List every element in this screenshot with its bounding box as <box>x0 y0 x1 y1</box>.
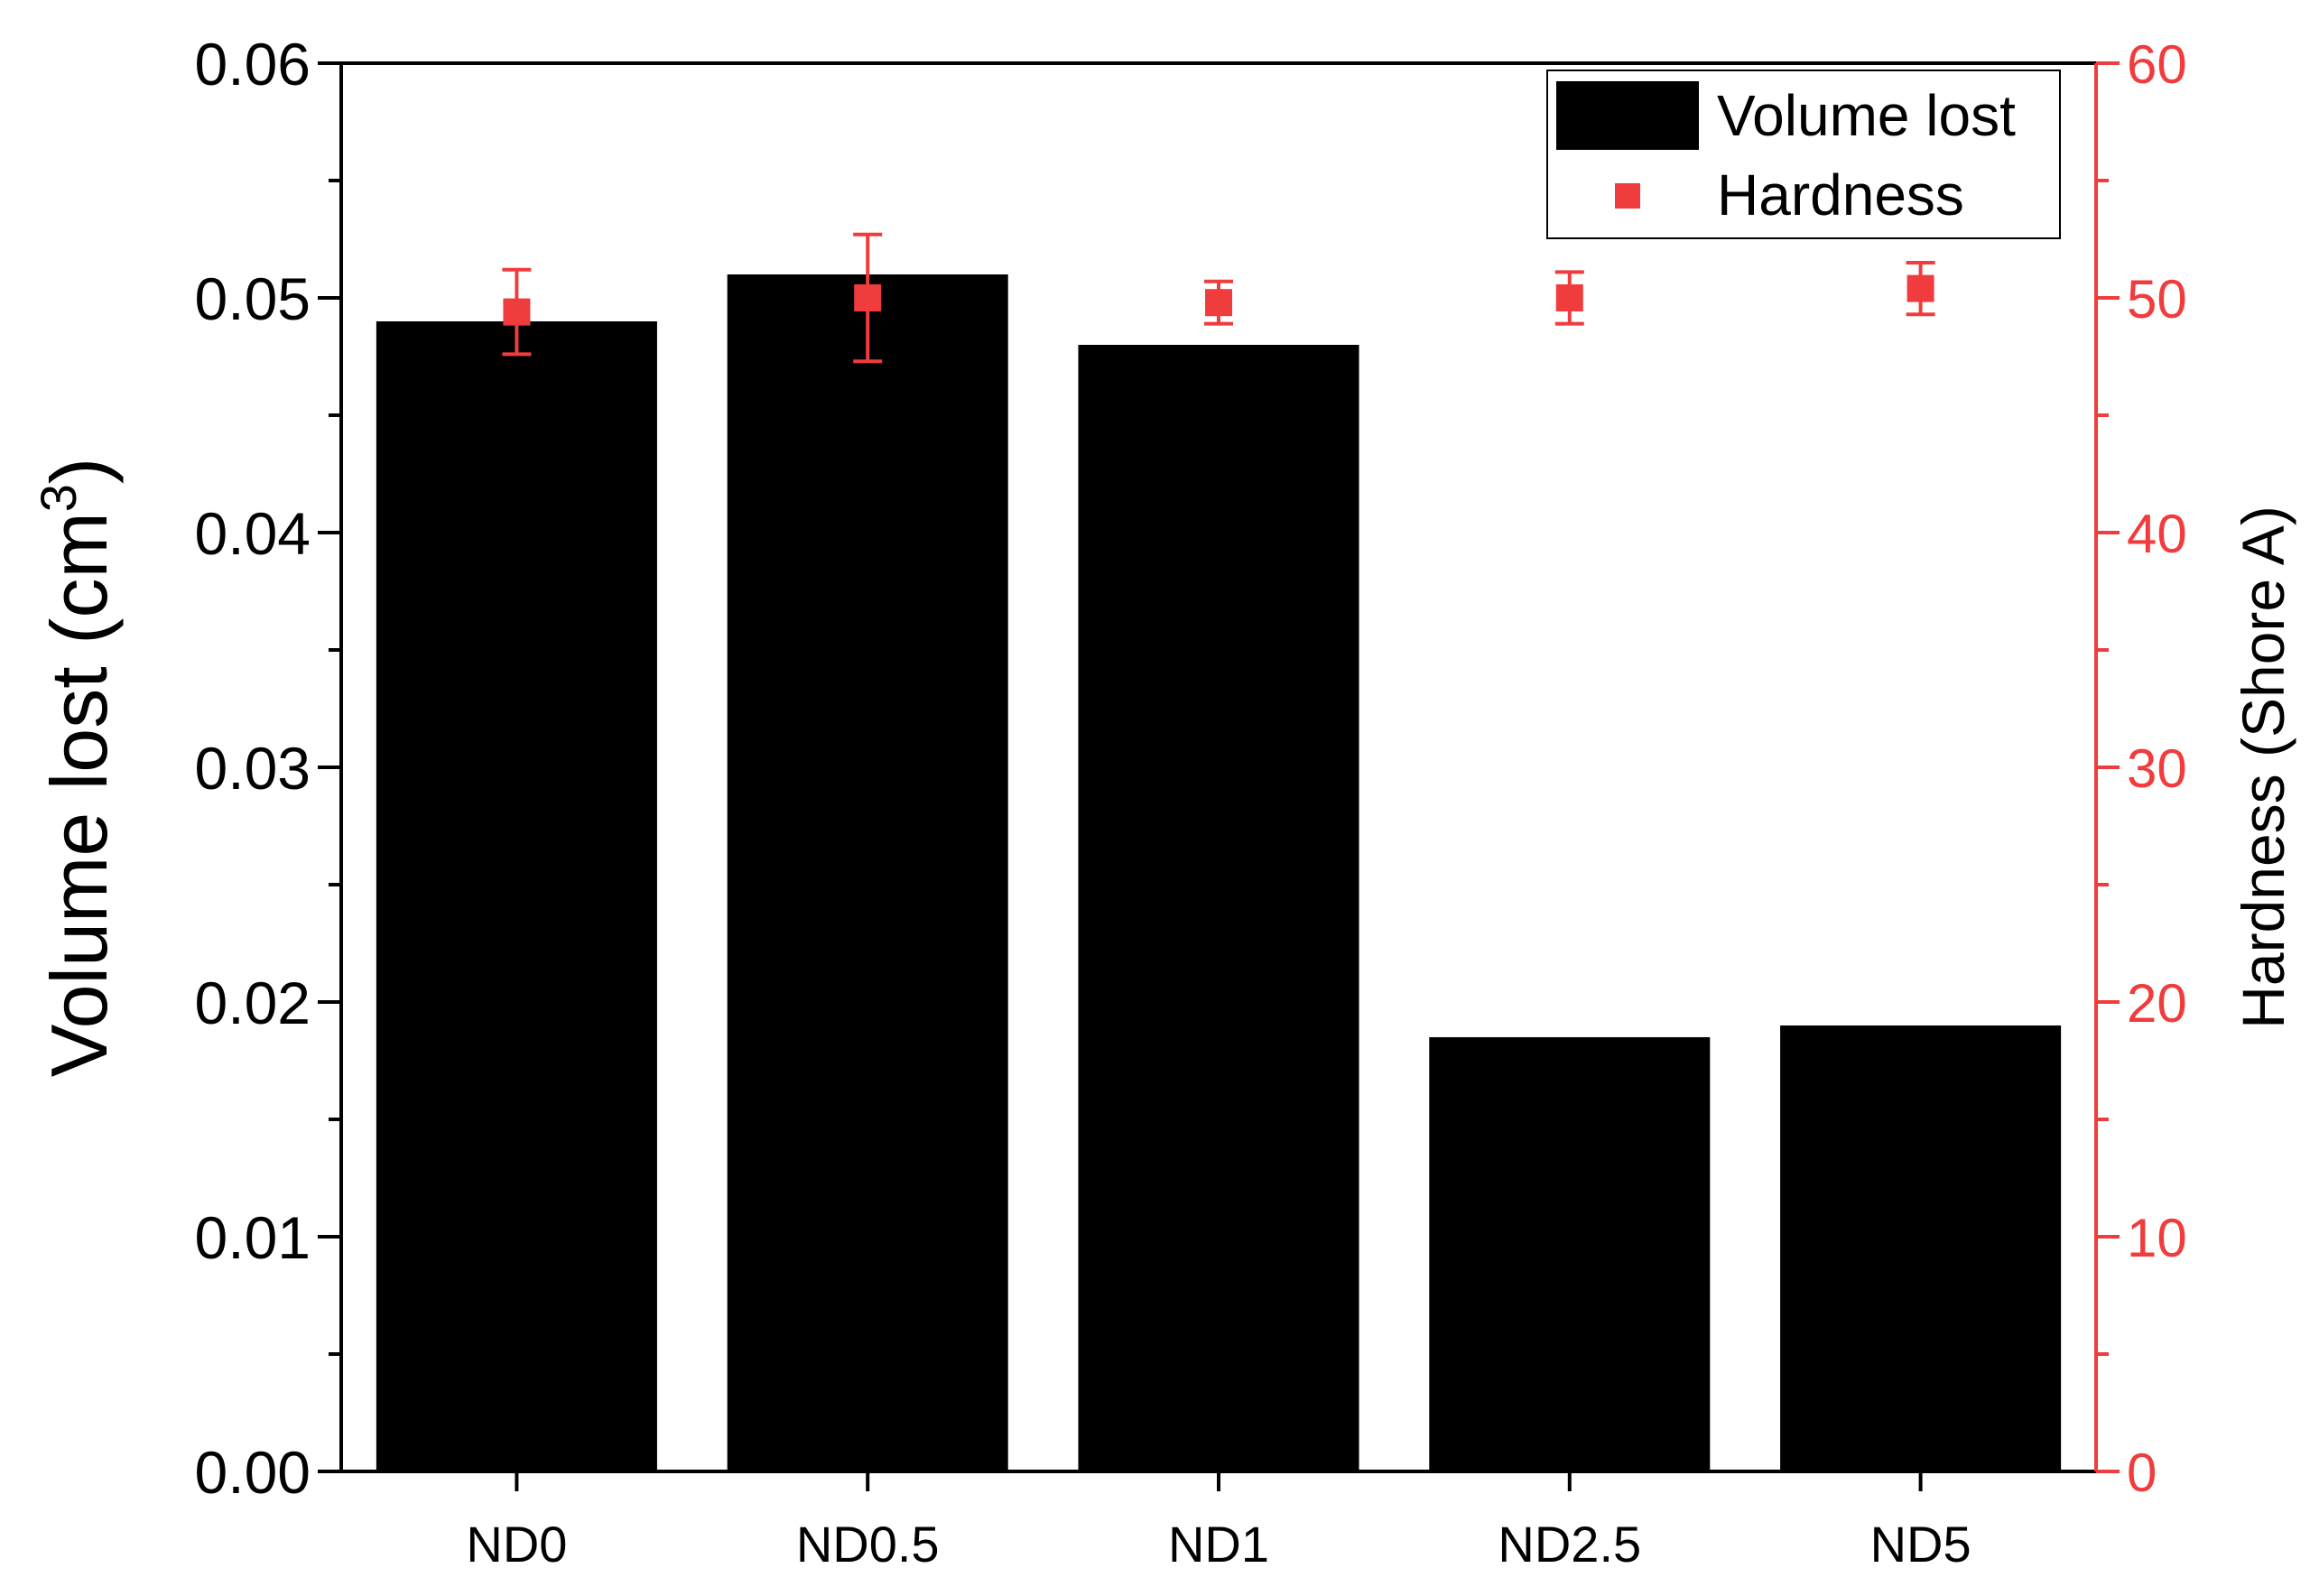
y-tick-label: 0.06 <box>195 31 311 97</box>
y2-tick-label: 10 <box>2127 1208 2187 1268</box>
bars-layer <box>376 274 2062 1471</box>
y2-tick-label: 40 <box>2127 504 2187 564</box>
legend-swatch-hardness <box>1615 183 1640 209</box>
legend-label-volume-lost: Volume lost <box>1717 83 2016 148</box>
bar-nd5 <box>1780 1025 2062 1471</box>
legend-swatch-volume-lost <box>1556 81 1699 150</box>
x-tick-label: ND2.5 <box>1498 1516 1641 1573</box>
labels-layer: Volume lost (cm3) Hardness (Shore A) <box>30 458 2296 1077</box>
y-axis-title-superscript: 3 <box>30 484 87 512</box>
y-tick-label: 0.02 <box>195 970 311 1036</box>
y-tick-label: 0.00 <box>195 1439 311 1506</box>
hardness-point-nd0-5 <box>854 284 882 311</box>
y2-tick-label: 20 <box>2127 973 2187 1034</box>
legend-label-hardness: Hardness <box>1717 162 1964 227</box>
x-tick-label: ND0.5 <box>796 1516 940 1573</box>
y2-axis-title: Hardness (Shore A) <box>2230 506 2296 1029</box>
axes-layer: 0.00 0.01 0.02 0.03 0.04 0.05 0.06 0 10 20 30 40 50 6… <box>195 31 2187 1573</box>
x-tick-label: ND0 <box>466 1516 567 1573</box>
x-tick-label: ND1 <box>1168 1516 1269 1573</box>
y-axis-title-suffix: ) <box>34 458 124 484</box>
y-axis-title-main: Volume lost (cm <box>34 512 124 1077</box>
hardness-point-nd1 <box>1205 289 1232 317</box>
y-tick-label: 0.04 <box>195 500 311 567</box>
x-tick-label: ND5 <box>1870 1516 1971 1573</box>
y-tick-label: 0.05 <box>195 265 311 332</box>
y2-tick-label: 60 <box>2127 34 2187 95</box>
y-tick-label: 0.01 <box>195 1204 311 1271</box>
hardness-point-nd0 <box>503 298 531 326</box>
bar-nd0-5 <box>727 274 1008 1471</box>
points-layer <box>502 232 1935 364</box>
bar-nd0 <box>376 321 657 1471</box>
y2-tick-label: 0 <box>2127 1443 2157 1503</box>
bar-nd1 <box>1078 345 1359 1471</box>
y2-tick-label: 50 <box>2127 269 2187 329</box>
bar-nd2-5 <box>1429 1037 1711 1471</box>
hardness-point-nd5 <box>1906 274 1934 302</box>
hardness-point-nd2-5 <box>1555 284 1583 311</box>
legend: Volume lost Hardness <box>1546 70 2061 239</box>
y-tick-label: 0.03 <box>195 735 311 802</box>
y-axis-title: Volume lost (cm3) <box>30 458 124 1077</box>
y2-tick-label: 30 <box>2127 738 2187 799</box>
